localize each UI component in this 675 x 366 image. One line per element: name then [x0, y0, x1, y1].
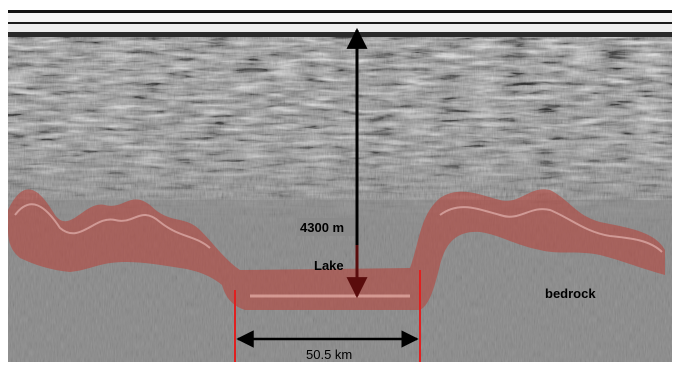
ice-thickness-label: 4300 m: [300, 220, 344, 235]
bedrock-label: bedrock: [545, 286, 596, 301]
lake-label: Lake: [314, 258, 344, 273]
ice-surface-reflection: [8, 4, 672, 37]
bedrock-highlight: [8, 189, 665, 310]
lake-width-label: 50.5 km: [306, 347, 352, 362]
